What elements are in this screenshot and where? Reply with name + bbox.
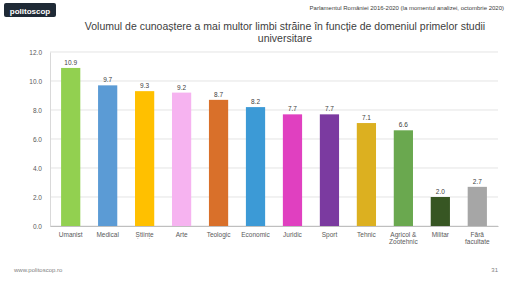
x-tick-label: Teologic (207, 231, 232, 239)
x-tick-label: Umanist (59, 231, 83, 238)
y-tick-label: 2.0 (33, 194, 42, 201)
bar (98, 85, 117, 226)
bar (431, 197, 450, 226)
logo: politoscop (10, 7, 51, 16)
data-label: 8.2 (251, 98, 260, 105)
bar (61, 68, 80, 226)
x-tick-label: Juridic (283, 231, 303, 238)
x-tick: Științe (136, 226, 154, 239)
y-tick-label: 10.0 (29, 78, 42, 85)
grid-line (50, 52, 498, 53)
y-tick: 4.0 (33, 165, 50, 172)
y-tick-label: 6.0 (33, 136, 42, 143)
data-label: 7.1 (362, 114, 371, 121)
x-axis: Umanist Medical Științe Arte Teologic Economi… (51, 226, 499, 245)
bar (394, 130, 413, 226)
y-tick: 12.0 (29, 49, 50, 56)
data-label: 7.7 (288, 105, 297, 112)
x-tick-label: Agricol &Zootehnic (389, 231, 418, 245)
x-tick-label: Tehnic (357, 231, 377, 238)
x-tick: Agricol &Zootehnic (389, 226, 418, 245)
x-tick: Tehnic (357, 226, 377, 238)
bar (135, 91, 154, 226)
data-labels: 10.9 9.7 9.3 9.2 8.7 8.2 7.7 7.7 7.1 6.6 2.0 2.7 (64, 59, 482, 195)
x-tick: Militar (432, 226, 450, 238)
data-label: 9.7 (103, 76, 112, 83)
data-label: 6.6 (399, 121, 408, 128)
y-axis-line (50, 53, 51, 227)
y-tick: 8.0 (33, 107, 50, 114)
x-tick: Medical (96, 226, 119, 238)
x-tick: Umanist (59, 226, 83, 238)
slide: politoscop Parlamentul României 2016-2020… (0, 0, 510, 287)
bar (468, 187, 487, 226)
bar (246, 107, 265, 226)
grid-line (50, 81, 498, 82)
y-axis: 0.0 2.0 4.0 6.0 8.0 10.0 12.0 (29, 49, 50, 230)
page-number: 31 (491, 267, 498, 273)
data-label: 7.7 (325, 105, 334, 112)
bar (320, 114, 339, 226)
x-tick-label: Sport (322, 231, 338, 239)
footer: www.politoscop.ro (13, 267, 63, 273)
y-tick: 0.0 (33, 223, 50, 230)
data-label: 10.9 (64, 59, 77, 66)
data-label: 9.3 (140, 82, 149, 89)
bar (209, 100, 228, 226)
x-tick: Teologic (207, 226, 232, 239)
y-tick: 2.0 (33, 194, 50, 201)
x-tick-label: Medical (96, 231, 119, 238)
bar (172, 93, 191, 226)
x-tick-label: Arte (176, 231, 188, 238)
data-label: 2.0 (436, 188, 445, 195)
data-label: 8.7 (214, 91, 223, 98)
x-tick-label: Științe (136, 231, 154, 239)
bar (357, 123, 376, 226)
y-tick-label: 8.0 (33, 107, 42, 114)
y-tick-label: 4.0 (33, 165, 42, 172)
y-tick-label: 12.0 (29, 49, 42, 56)
header-note: Parlamentul României 2016-2020 (la momen… (310, 5, 504, 11)
bar (283, 114, 302, 226)
x-tick: Fărăfacultate (465, 226, 490, 245)
data-label: 9.2 (177, 84, 186, 91)
chart-title: Volumul de cunoaștere a mai multor limbi… (85, 20, 485, 44)
x-tick-label: Fărăfacultate (465, 231, 490, 245)
y-tick-label: 0.0 (33, 223, 42, 230)
grid (50, 52, 498, 226)
bars (61, 68, 487, 226)
x-tick: Sport (322, 226, 338, 239)
data-label: 2.7 (473, 178, 482, 185)
logo-box (4, 3, 56, 17)
x-tick: Arte (176, 226, 188, 238)
x-tick: Economic (241, 226, 270, 238)
x-tick-label: Militar (432, 231, 450, 238)
x-tick: Juridic (283, 226, 303, 238)
x-axis-line (51, 226, 499, 227)
y-tick: 6.0 (33, 136, 50, 143)
x-tick-label: Economic (241, 231, 270, 238)
y-tick: 10.0 (29, 78, 50, 85)
